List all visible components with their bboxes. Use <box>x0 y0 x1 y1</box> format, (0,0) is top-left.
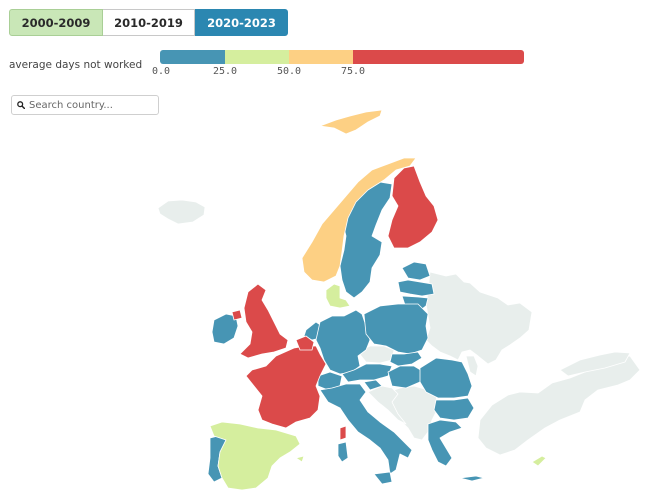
country-belgium[interactable] <box>295 335 315 351</box>
country-turkey[interactable] <box>477 355 641 456</box>
legend-bin-50-75 <box>289 50 353 64</box>
country-denmark[interactable] <box>325 283 351 309</box>
legend-tick-0: 0.0 <box>151 66 171 77</box>
legend-title: average days not worked <box>9 59 143 71</box>
country-italy[interactable] <box>319 383 413 475</box>
country-united-kingdom[interactable] <box>239 283 289 359</box>
legend-color-scale <box>160 50 524 64</box>
country-iceland[interactable] <box>157 199 206 225</box>
country-hungary[interactable] <box>387 365 425 389</box>
country-croatia[interactable] <box>367 385 407 425</box>
legend-bin-75-plus <box>353 50 524 64</box>
country-greece[interactable] <box>427 419 463 467</box>
country-finland[interactable] <box>387 165 439 249</box>
country-sicily[interactable] <box>373 471 393 485</box>
country-cyprus[interactable] <box>531 455 547 467</box>
legend-bin-25-50 <box>225 50 289 64</box>
legend-tick-25: 25.0 <box>212 66 238 77</box>
period-button-2010-2019[interactable]: 2010-2019 <box>103 9 195 36</box>
country-france[interactable] <box>245 345 327 429</box>
country-estonia[interactable] <box>401 261 431 281</box>
period-selector: 2000-2009 2010-2019 2020-2023 <box>9 9 288 36</box>
country-germany[interactable] <box>315 309 371 375</box>
search-country-input[interactable] <box>25 99 154 111</box>
search-box[interactable] <box>11 95 159 115</box>
country-poland[interactable] <box>363 303 429 355</box>
search-icon <box>17 101 25 109</box>
country-moldova[interactable] <box>465 355 479 377</box>
legend-tick-75: 75.0 <box>340 66 366 77</box>
country-russia-belarus-ukraine[interactable] <box>425 271 533 365</box>
country-sardinia[interactable] <box>337 441 349 463</box>
country-latvia[interactable] <box>397 279 435 297</box>
country-balearics[interactable] <box>295 455 305 463</box>
country-northern-ireland[interactable] <box>231 309 243 321</box>
country-norway[interactable] <box>301 157 417 283</box>
country-sweden[interactable] <box>339 181 393 299</box>
country-romania[interactable] <box>419 357 473 399</box>
country-bulgaria[interactable] <box>433 397 475 421</box>
country-caucasus[interactable] <box>559 351 631 377</box>
country-crete[interactable] <box>459 475 485 482</box>
country-spain[interactable] <box>209 421 301 491</box>
period-button-2020-2023[interactable]: 2020-2023 <box>195 9 288 36</box>
country-svalbard[interactable] <box>319 109 383 135</box>
country-ireland[interactable] <box>211 313 239 345</box>
country-corsica[interactable] <box>339 425 347 441</box>
legend-tick-50: 50.0 <box>276 66 302 77</box>
period-button-2000-2009[interactable]: 2000-2009 <box>9 9 103 36</box>
country-slovakia[interactable] <box>389 351 423 367</box>
legend-bin-0-25 <box>160 50 225 64</box>
country-slovenia[interactable] <box>363 379 383 391</box>
